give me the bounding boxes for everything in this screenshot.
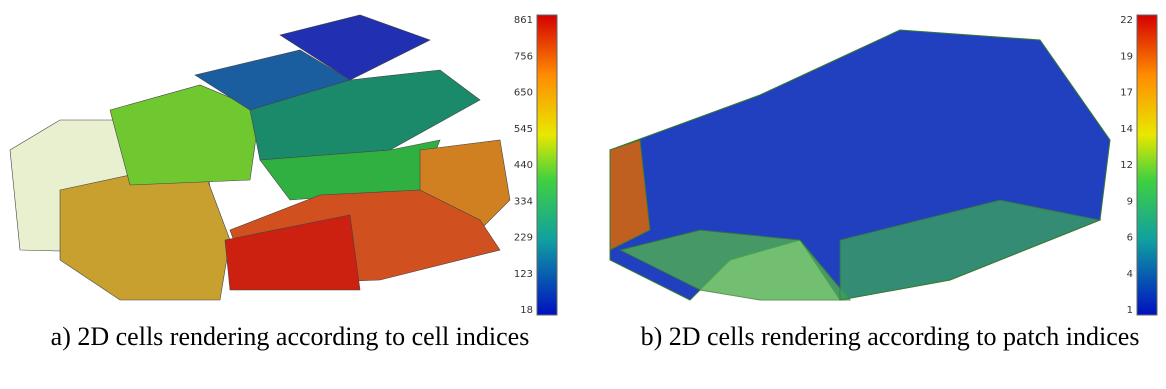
colorbar-tick-label: 334 — [514, 196, 533, 207]
patch-index-rendering — [610, 30, 1110, 300]
colorbar-tick-label: 9 — [1127, 196, 1133, 207]
colorbar-tick-label: 4 — [1127, 269, 1133, 280]
colorbar-tick-label: 229 — [514, 233, 533, 244]
colorbar-tick-label: 22 — [1120, 15, 1133, 26]
colorbar-tick-label: 123 — [514, 269, 533, 280]
colorbar-tick-label: 1 — [1127, 305, 1133, 316]
colorbar-tick-label: 650 — [514, 88, 533, 99]
cell-index-rendering — [10, 15, 510, 300]
colorbar-tick-label: 545 — [514, 124, 533, 135]
colorbar — [537, 15, 557, 315]
colorbar-tick-label: 18 — [520, 305, 533, 316]
colorbar-tick-label: 6 — [1127, 233, 1133, 244]
colorbar-tick-label: 756 — [514, 51, 533, 62]
caption: b) 2D cells rendering according to patch… — [625, 322, 1155, 352]
colorbar — [1137, 15, 1157, 315]
caption: a) 2D cells rendering according to cell … — [30, 322, 550, 352]
colorbar-tick-label: 440 — [514, 160, 533, 171]
renderings: 861 756 650 545 440 334 229 123 18 22 19 17 14 12 9 6 4 1 — [0, 0, 1166, 320]
colorbar-tick-label: 19 — [1120, 51, 1133, 62]
colorbar-tick-label: 14 — [1120, 124, 1133, 135]
figure: 861 756 650 545 440 334 229 123 18 22 19 17 14 12 9 6 4 1… — [0, 0, 1166, 389]
colorbar-tick-label: 17 — [1120, 88, 1133, 99]
colorbar-tick-label: 861 — [514, 15, 533, 26]
colorbar-tick-label: 12 — [1120, 160, 1133, 171]
